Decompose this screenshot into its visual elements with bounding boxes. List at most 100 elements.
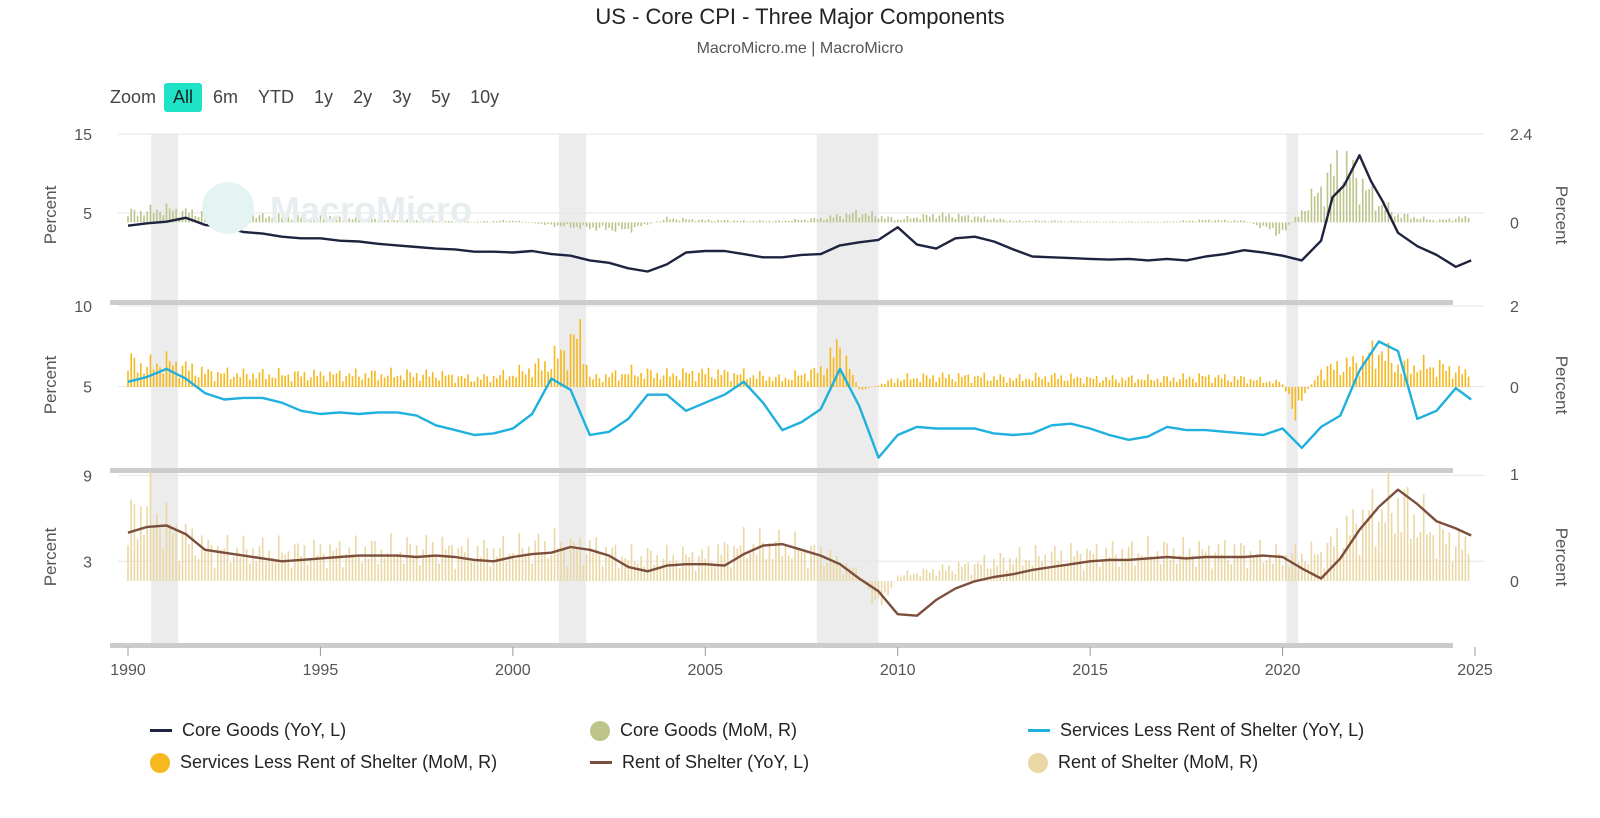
legend-item-services-mom[interactable]: Services Less Rent of Shelter (MoM, R) (150, 752, 497, 773)
legend-item-services-yoy[interactable]: Services Less Rent of Shelter (YoY, L) (1028, 720, 1364, 741)
mom-bar (1410, 218, 1412, 223)
mom-bar (819, 217, 822, 223)
mom-bar (1313, 380, 1316, 388)
mom-bar (496, 378, 498, 388)
mom-bar (1451, 561, 1454, 582)
mom-bar (1307, 387, 1310, 390)
x-tick-label: 2010 (880, 662, 916, 679)
mom-bar (1345, 150, 1348, 223)
mom-bar (236, 547, 238, 582)
mom-bar (1454, 546, 1457, 582)
zoom-3y-button[interactable]: 3y (392, 86, 412, 107)
mom-bar (345, 554, 347, 582)
mom-bar (1111, 221, 1114, 223)
mom-bar (191, 528, 193, 582)
mom-bar (569, 538, 572, 582)
mom-bar (916, 378, 918, 388)
mom-bar (1140, 379, 1143, 388)
legend-item-shelter-mom[interactable]: Rent of Shelter (MoM, R) (1028, 752, 1258, 773)
mom-bar (672, 373, 675, 388)
mom-bar (361, 562, 363, 582)
zoom-5y-button[interactable]: 5y (431, 86, 451, 107)
mom-bar (624, 374, 626, 388)
mom-bar (678, 568, 681, 582)
mom-bar (172, 210, 174, 223)
mom-bar (1089, 221, 1091, 223)
mom-bar (1246, 222, 1249, 223)
mom-bar (1227, 380, 1229, 388)
mom-bar (1438, 219, 1441, 223)
mom-bar (1275, 222, 1277, 236)
mom-bar (1009, 377, 1011, 388)
mom-bar (271, 377, 274, 388)
mom-bar (736, 374, 739, 388)
mom-bar (451, 544, 453, 582)
mom-bar (1140, 221, 1143, 223)
mom-bar (277, 213, 280, 223)
mom-bar (512, 375, 514, 388)
mom-bar (1098, 382, 1101, 388)
mom-bar (707, 367, 710, 388)
mom-bar (1089, 377, 1091, 388)
mom-bar (621, 222, 623, 230)
mom-bar (290, 219, 293, 223)
zoom-ytd-button[interactable]: YTD (258, 86, 295, 107)
mom-bar (310, 558, 312, 582)
mom-bar (945, 216, 947, 223)
mom-bar (1076, 221, 1079, 223)
mom-bar (598, 553, 601, 582)
zoom-all-button[interactable]: All (164, 82, 203, 112)
mom-bar (383, 220, 386, 223)
mom-bar (351, 219, 354, 223)
mom-bar (1236, 220, 1239, 223)
mom-bar (996, 219, 998, 223)
mom-bar (1057, 221, 1059, 223)
yoy-line (127, 340, 1472, 459)
legend-line-marker (1028, 729, 1050, 732)
zoom-2y-button[interactable]: 2y (353, 86, 373, 107)
mom-bar (130, 499, 133, 582)
mom-bar (1038, 220, 1040, 223)
mom-bar (1365, 521, 1367, 582)
mom-bar (890, 216, 893, 223)
mom-bar (258, 545, 261, 582)
recession-band (559, 134, 586, 646)
mom-bar (698, 372, 700, 388)
mom-bar (1371, 185, 1374, 223)
mom-bar (479, 379, 482, 388)
legend-label: Rent of Shelter (MoM, R) (1058, 752, 1259, 772)
mom-bar (1339, 375, 1342, 388)
mom-bar (682, 217, 684, 223)
legend-item-core-goods-yoy[interactable]: Core Goods (YoY, L) (150, 720, 346, 741)
mom-bar (393, 377, 395, 388)
mom-bar (454, 568, 456, 582)
mom-bar (1317, 554, 1319, 582)
mom-bar (338, 541, 341, 582)
legend-item-shelter-yoy[interactable]: Rent of Shelter (YoY, L) (590, 752, 809, 773)
mom-bar (470, 381, 472, 388)
mom-bar (800, 375, 803, 388)
mom-bar (1349, 535, 1351, 582)
mom-bar (1102, 221, 1104, 223)
mom-bar (816, 219, 819, 223)
mom-bar (1432, 367, 1435, 388)
zoom-10y-button[interactable]: 10y (470, 86, 500, 107)
mom-bar (1278, 553, 1281, 582)
mom-bar (1426, 219, 1428, 223)
mom-bar (377, 564, 379, 582)
mom-bar (845, 213, 848, 223)
mom-bar (1317, 192, 1319, 223)
zoom-1y-button[interactable]: 1y (314, 86, 334, 107)
mom-bar (300, 555, 302, 582)
legend-item-core-goods-mom[interactable]: Core Goods (MoM, R) (590, 720, 797, 741)
mom-bar (268, 374, 270, 388)
mom-bar (143, 215, 145, 223)
mom-bar (1198, 219, 1200, 223)
mom-bar (630, 222, 633, 233)
mom-bar (800, 219, 803, 223)
zoom-6m-button[interactable]: 6m (213, 86, 239, 107)
mom-bar (396, 553, 399, 582)
mom-bar (473, 561, 476, 582)
mom-bar (710, 220, 713, 223)
